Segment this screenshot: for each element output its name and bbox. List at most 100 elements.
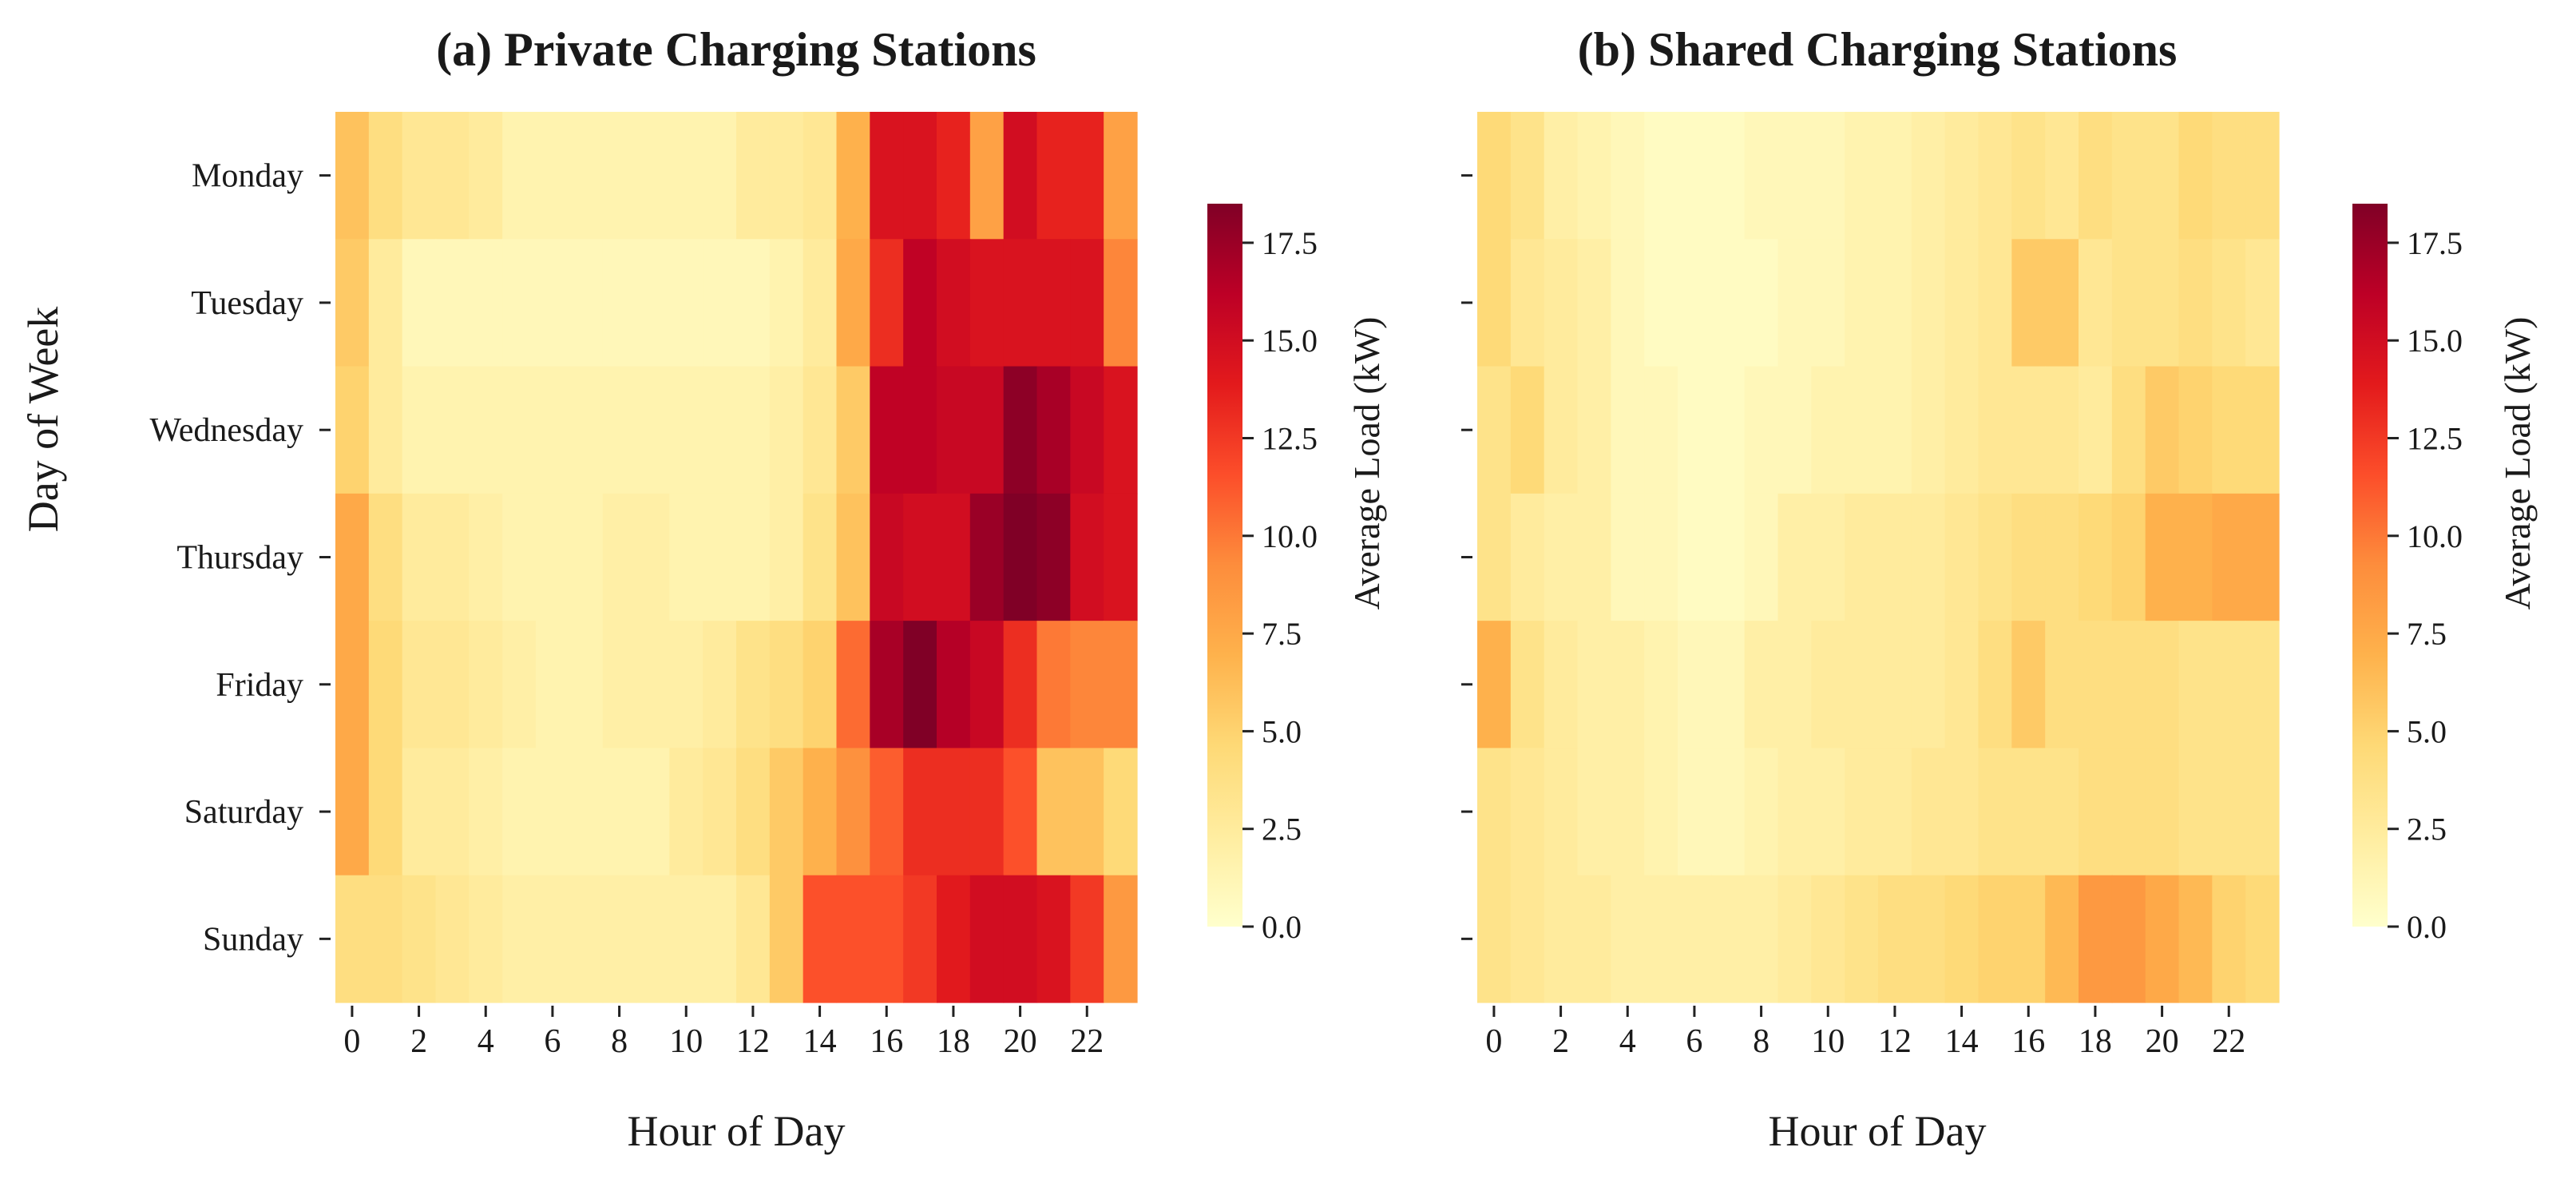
- heatmap-cell: [1710, 875, 1746, 1003]
- heatmap-cell: [536, 621, 570, 749]
- heatmap-cell: [536, 112, 570, 240]
- y-tick-label: Tuesday: [191, 285, 303, 322]
- heatmap-cell: [469, 366, 503, 494]
- heatmap-cell: [1611, 875, 1645, 1003]
- heatmap-cell: [870, 493, 904, 621]
- y-axis-label: Day of Week: [19, 307, 67, 533]
- heatmap-cell: [1577, 493, 1611, 621]
- heatmap-cell: [569, 112, 604, 240]
- heatmap-cell: [1644, 875, 1678, 1003]
- heatmap-cell: [703, 112, 737, 240]
- heatmap-cell: [1678, 366, 1712, 494]
- heatmap-cell: [2011, 621, 2046, 749]
- heatmap-cell: [335, 366, 370, 494]
- heatmap-cell: [1544, 112, 1579, 240]
- heatmap-cell: [870, 621, 904, 749]
- heatmap-cell: [2178, 366, 2213, 494]
- heatmap-cell: [1104, 748, 1138, 876]
- heatmap-cell: [435, 875, 470, 1003]
- heatmap-cell: [1978, 239, 2012, 367]
- heatmap-cell: [669, 621, 703, 749]
- heatmap-cell: [836, 112, 870, 240]
- x-tick-label: 6: [1686, 1023, 1702, 1060]
- x-tick-label: 18: [2079, 1023, 2112, 1060]
- colorbar-tick-label: 0.0: [2407, 909, 2447, 945]
- heatmap-cell: [2245, 875, 2280, 1003]
- heatmap-cell: [903, 366, 937, 494]
- heatmap-cell: [870, 239, 904, 367]
- heatmap-cell: [1878, 621, 1912, 749]
- heatmap-cell: [636, 748, 670, 876]
- colorbar-label-shared: Average Load (kW): [2497, 317, 2538, 610]
- heatmap-cell: [836, 748, 870, 876]
- heatmap-cell: [803, 493, 838, 621]
- heatmap-cell: [2011, 112, 2046, 240]
- heatmap-cell: [2111, 621, 2146, 749]
- heatmap-cell: [2079, 366, 2113, 494]
- heatmap-cell: [2245, 621, 2280, 749]
- heatmap-cell: [1811, 493, 1845, 621]
- heatmap-cell: [2178, 621, 2213, 749]
- heatmap-cell: [1577, 239, 1611, 367]
- colorbar-tick-label: 12.5: [1262, 421, 1318, 457]
- x-tick-label: 8: [1753, 1023, 1770, 1060]
- heatmap-cell: [903, 112, 937, 240]
- heatmap-cell: [402, 112, 437, 240]
- heatmap-cell: [1811, 239, 1845, 367]
- heatmap-cell: [536, 239, 570, 367]
- heatmap-cell: [1577, 621, 1611, 749]
- heatmap-cell: [1104, 875, 1138, 1003]
- heatmap-cell: [1878, 748, 1912, 876]
- heatmap-cell: [1845, 875, 1879, 1003]
- colorbar-tick-label: 17.5: [1262, 225, 1318, 261]
- heatmap-cell: [1510, 621, 1545, 749]
- heatmap-cell: [2145, 239, 2180, 367]
- heatmap-cell: [569, 748, 604, 876]
- heatmap-cell: [1477, 621, 1512, 749]
- heatmap-cell: [1510, 875, 1545, 1003]
- heatmap-cell: [1104, 493, 1138, 621]
- heatmap-cell: [2212, 112, 2246, 240]
- x-tick-label: 22: [1070, 1023, 1104, 1060]
- heatmap-cell: [502, 748, 537, 876]
- heatmap-cell: [769, 366, 804, 494]
- heatmap-cell: [1477, 493, 1512, 621]
- heatmap-cell: [636, 112, 670, 240]
- heatmap-cell: [870, 366, 904, 494]
- heatmap-cell: [502, 239, 537, 367]
- heatmap-cell: [736, 621, 771, 749]
- heatmap-cell: [1104, 366, 1138, 494]
- heatmap-cell: [1678, 748, 1712, 876]
- heatmap-cell: [736, 875, 771, 1003]
- heatmap-cell: [1744, 493, 1779, 621]
- colorbar-tick-label: 10.0: [2407, 518, 2463, 554]
- heatmap-cell: [1070, 239, 1104, 367]
- heatmap-cell: [435, 366, 470, 494]
- heatmap-cell: [1710, 748, 1746, 876]
- heatmap-cell: [2111, 875, 2146, 1003]
- heatmap-cell: [803, 366, 838, 494]
- heatmap-cell: [1070, 112, 1104, 240]
- heatmap-cell: [2045, 112, 2079, 240]
- colorbar-tick-label: 15.0: [1262, 323, 1318, 359]
- heatmap-cell: [2045, 366, 2079, 494]
- heatmap-cell: [502, 366, 537, 494]
- heatmap-cell: [2145, 748, 2180, 876]
- heatmap-cell: [2079, 112, 2113, 240]
- heatmap-cell: [937, 239, 971, 367]
- heatmap-cell: [1845, 748, 1879, 876]
- heatmap-cell: [669, 239, 703, 367]
- x-tick-label: 22: [2212, 1023, 2245, 1060]
- heatmap-cell: [1710, 493, 1746, 621]
- heatmap-cell: [1611, 621, 1645, 749]
- heatmap-cell: [402, 748, 437, 876]
- heatmap-cell: [402, 366, 437, 494]
- heatmap-cell: [1911, 621, 1946, 749]
- heatmap-cell: [903, 493, 937, 621]
- heatmap-cell: [1944, 621, 1980, 749]
- heatmap-cell: [903, 239, 937, 367]
- heatmap-cell: [1104, 239, 1138, 367]
- heatmap-cell: [1544, 239, 1579, 367]
- heatmap-cell: [1811, 366, 1845, 494]
